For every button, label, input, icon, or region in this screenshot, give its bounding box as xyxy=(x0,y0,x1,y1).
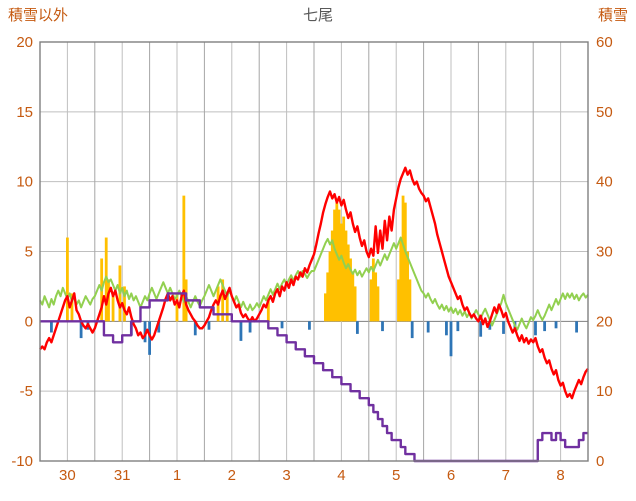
right-axis-tick-label: 40 xyxy=(596,174,613,191)
orange-bars-bar xyxy=(70,293,74,322)
orange-bars-bar xyxy=(266,300,270,322)
orange-bars-bar xyxy=(104,237,108,322)
orange-bars-bar xyxy=(351,272,355,322)
blue-bars-bar xyxy=(502,321,505,334)
orange-bars-bar xyxy=(403,202,407,322)
orange-bars-bar xyxy=(369,279,373,322)
blue-bars-bar xyxy=(543,321,547,332)
red-line xyxy=(39,166,589,400)
orange-bars-bar xyxy=(346,244,350,322)
blue-bars-bar xyxy=(280,321,284,329)
right-axis-tick-label: 50 xyxy=(596,104,613,121)
blue-bars-bar xyxy=(554,321,558,329)
blue-bars-bar xyxy=(148,321,151,355)
blue-bars-bar xyxy=(449,321,453,357)
blue-bars-bar xyxy=(79,321,83,339)
left-axis-tick-label: 5 xyxy=(25,244,33,261)
blue-bars-bar xyxy=(143,321,147,343)
orange-bars-bar xyxy=(349,258,352,322)
orange-bars-bar xyxy=(328,251,332,322)
blue-bars-bar xyxy=(575,321,578,333)
blue-bars-bar xyxy=(410,321,414,339)
x-axis-day-label: 6 xyxy=(447,467,455,484)
x-axis-day-label: 8 xyxy=(556,467,564,484)
x-axis-day-label: 5 xyxy=(392,467,400,484)
blue-bars-bar xyxy=(381,321,384,332)
right-axis-tick-label: 20 xyxy=(596,313,613,330)
orange-bars-bar xyxy=(399,237,403,322)
x-axis-day-label: 3 xyxy=(282,467,290,484)
plot-border xyxy=(39,41,589,462)
orange-bars-bar xyxy=(376,286,380,322)
orange-bars-bar xyxy=(107,279,110,322)
orange-bars-bar xyxy=(408,279,412,322)
x-axis-day-label: 1 xyxy=(173,467,181,484)
blue-bars-bar xyxy=(193,321,197,336)
orange-bars-bar xyxy=(335,202,339,322)
orange-bars-bar xyxy=(182,195,186,322)
blue-bars-bar xyxy=(355,321,359,334)
right-axis-tick-label: 60 xyxy=(596,34,613,51)
orange-bars-bar xyxy=(374,272,378,322)
left-axis-tick-label: -10 xyxy=(11,453,33,470)
right-axis-tick-label: 0 xyxy=(596,453,604,470)
blue-bars-bar xyxy=(445,321,448,336)
blue-bars-bar xyxy=(488,321,492,330)
right-axis-tick-label: 30 xyxy=(596,244,613,261)
orange-bars-bar xyxy=(333,209,336,322)
purple-step-line xyxy=(40,292,588,463)
left-axis-tick-label: 15 xyxy=(16,104,33,121)
orange-bars-bar xyxy=(342,216,346,322)
blue-bars-bar xyxy=(248,321,252,333)
blue-bars-bar xyxy=(207,321,211,330)
orange-bars-bar xyxy=(123,286,126,322)
chart-title: 七尾 xyxy=(302,7,333,24)
orange-bars-bar xyxy=(324,293,327,322)
orange-bars-bar xyxy=(397,279,400,322)
blue-bars-bar xyxy=(534,321,537,336)
x-axis-day-label: 2 xyxy=(228,467,236,484)
x-axis-day-label: 30 xyxy=(59,467,76,484)
green-line xyxy=(39,236,589,331)
orange-bars-bar xyxy=(326,272,330,322)
left-axis-tick-label: 10 xyxy=(16,174,33,191)
orange-bars-bar xyxy=(337,209,341,322)
blue-bars-bar xyxy=(308,321,311,330)
orange-bars-bar xyxy=(221,279,225,322)
orange-bars-bar xyxy=(406,251,410,322)
orange-bars-bar xyxy=(401,195,405,322)
blue-bars-bar xyxy=(239,321,243,341)
left-axis-tick-label: 0 xyxy=(25,313,33,330)
orange-bars-bar xyxy=(330,230,334,322)
right-axis-tick-label: 10 xyxy=(596,383,613,400)
x-axis-day-label: 7 xyxy=(502,467,510,484)
orange-bars-bar xyxy=(344,230,348,322)
orange-bars-bar xyxy=(111,293,115,322)
orange-bars-bar xyxy=(66,237,69,322)
blue-bars-bar xyxy=(426,321,430,333)
blue-bars-bar xyxy=(479,321,483,337)
orange-bars-bar xyxy=(175,293,179,322)
x-axis-day-label: 4 xyxy=(337,467,345,484)
blue-bars-bar xyxy=(456,321,460,332)
left-axis-tick-label: 20 xyxy=(16,34,33,51)
left-axis-tick-label: -5 xyxy=(20,383,33,400)
blue-bars-bar xyxy=(157,321,161,333)
orange-bars-bar xyxy=(371,258,375,322)
orange-bars-bar xyxy=(353,286,357,322)
orange-bars-bar xyxy=(340,223,343,322)
blue-bars-bar xyxy=(50,321,53,333)
left-axis-title: 積雪以外 xyxy=(8,7,69,24)
orange-bars-bar xyxy=(225,293,229,322)
x-axis-day-label: 31 xyxy=(114,467,131,484)
right-axis-title: 積雪 xyxy=(597,7,628,24)
